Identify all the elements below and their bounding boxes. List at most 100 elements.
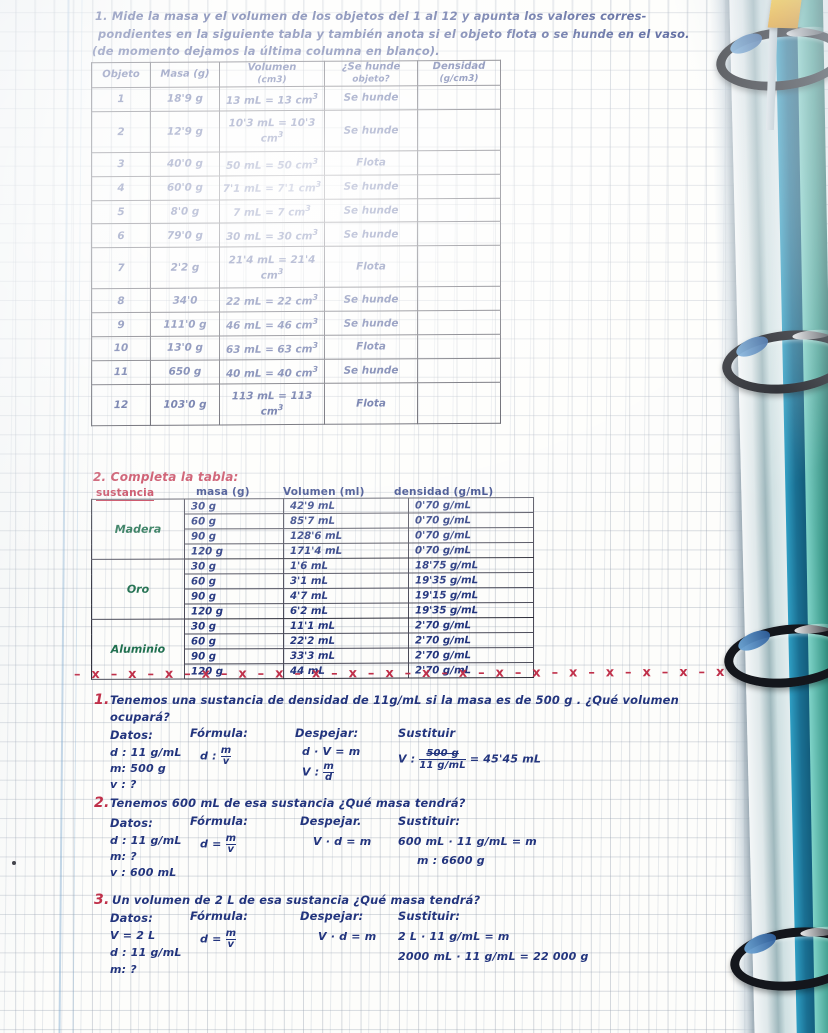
problem-3-formula-d: d = <box>200 932 222 946</box>
problem-1-formula-d: d : <box>200 749 217 763</box>
cell-densidad-2[interactable]: 2'70 g/mL <box>408 632 534 649</box>
cell-volumen: 46 mL = 46 cm3 <box>219 311 325 337</box>
cell-masa-2[interactable]: 30 g <box>184 498 284 515</box>
cell-densidad[interactable] <box>417 109 501 151</box>
cell-masa: 650 g <box>150 359 220 385</box>
cell-densidad[interactable] <box>417 358 501 383</box>
cell-densidad-2[interactable]: 0'70 g/mL <box>408 512 534 529</box>
column-header-volumen-line2: (cm3) <box>257 75 287 86</box>
cell-volumen-2[interactable]: 6'2 mL <box>283 603 409 619</box>
cell-masa-2[interactable]: 120 g <box>184 543 284 560</box>
column-header-densidad-line1: Densidad <box>432 60 486 73</box>
table-row: 1 18'9 g 13 mL = 13 cm3 Se hunde <box>91 85 501 112</box>
cell-densidad-2[interactable]: 19'35 g/mL <box>408 602 534 619</box>
bookmark-tab <box>767 0 803 29</box>
cell-densidad-2[interactable]: 19'15 g/mL <box>408 587 534 604</box>
cell-masa: 13'0 g <box>150 336 220 361</box>
cell-objeto: 9 <box>91 312 151 337</box>
cell-volumen-2[interactable]: 42'9 mL <box>283 498 409 514</box>
cell-densidad[interactable] <box>417 286 501 311</box>
column-header-volumen: Volumen (cm3) <box>219 61 325 87</box>
cell-densidad[interactable] <box>417 381 501 424</box>
cell-volumen: 30 mL = 30 cm3 <box>219 222 325 248</box>
cell-masa-2[interactable]: 30 g <box>184 558 284 575</box>
problem-2-sustituir-label: Sustituir: <box>398 814 461 828</box>
problem-2-statement-line-1: Tenemos 600 mL de esa sustancia ¿Qué mas… <box>110 796 466 810</box>
problem-2-number: 2. <box>94 795 110 811</box>
problem-3-statement-line-1: Un volumen de 2 L de esa sustancia ¿Qué … <box>112 893 481 907</box>
cell-densidad[interactable] <box>417 85 501 110</box>
cell-volumen-2[interactable]: 171'4 mL <box>283 543 409 559</box>
problem-1-sustituir-denominator: 11 g/mL <box>419 759 466 771</box>
cell-masa-2[interactable]: 90 g <box>184 648 284 665</box>
cell-densidad[interactable] <box>417 174 501 199</box>
cell-densidad-2[interactable]: 0'70 g/mL <box>408 497 534 514</box>
cell-masa-2[interactable]: 120 g <box>184 603 284 620</box>
cell-masa-2[interactable]: 60 g <box>184 633 284 650</box>
problem-3-sustituir-line-2: 2000 mL · 11 g/mL = 22 000 g <box>398 950 589 963</box>
cell-masa-2[interactable]: 60 g <box>184 573 284 590</box>
cell-sustancia: Oro <box>91 559 185 620</box>
cell-densidad-2[interactable]: 2'70 g/mL <box>408 617 534 634</box>
cell-densidad[interactable] <box>417 245 501 288</box>
cell-densidad-2[interactable]: 2'70 g/mL <box>408 647 534 664</box>
cell-masa: 103'0 g <box>150 383 220 426</box>
problem-3-number: 3. <box>94 892 110 908</box>
problem-1-despejar-line-1: d · V = m <box>302 745 361 758</box>
cell-volumen-2[interactable]: 22'2 mL <box>283 633 409 649</box>
cell-objeto: 3 <box>91 152 151 177</box>
table-row: 8 34'0 22 mL = 22 cm3 Se hunde <box>91 286 501 313</box>
cell-volumen-2[interactable]: 85'7 mL <box>283 513 409 529</box>
cell-objeto: 8 <box>91 288 151 313</box>
cell-masa: 111'0 g <box>150 312 220 337</box>
column-header-volumen-line1: Volumen <box>247 61 297 74</box>
cell-masa-2[interactable]: 90 g <box>184 588 284 605</box>
cell-densidad[interactable] <box>417 221 501 246</box>
cell-densidad-2[interactable]: 18'75 g/mL <box>408 557 534 574</box>
problem-2-formula-label: Fórmula: <box>190 814 249 828</box>
cell-densidad-2[interactable]: 0'70 g/mL <box>408 527 534 544</box>
column-header-masa: Masa (g) <box>150 61 220 88</box>
problem-1-datos-0: d : 11 g/mL <box>110 746 182 759</box>
cell-volumen: 10'3 mL = 10'3 cm3 <box>219 110 325 152</box>
column-header-densidad-2: densidad (g/mL) <box>394 486 494 498</box>
cell-densidad[interactable] <box>417 197 501 223</box>
problem-1-datos-1: m: 500 g <box>110 762 166 775</box>
problem-2-formula-d: d = <box>200 837 222 851</box>
cell-hunde: Se hunde <box>324 310 418 336</box>
cell-masa-2[interactable]: 30 g <box>184 618 284 635</box>
problem-3-datos-2: m: ? <box>110 963 137 976</box>
cell-masa: 79'0 g <box>150 223 220 248</box>
cell-volumen-2[interactable]: 1'6 mL <box>283 558 409 574</box>
table-row: 10 13'0 g 63 mL = 63 cm3 Flota <box>91 334 501 361</box>
decorative-separator: – x – x – x – x – x – x – x – x – x – x … <box>74 664 774 683</box>
problem-2-datos-0: d : 11 g/mL <box>110 834 182 847</box>
cell-masa-2[interactable]: 90 g <box>184 528 284 545</box>
cell-volumen-2[interactable]: 4'7 mL <box>283 588 409 604</box>
cell-hunde: Flota <box>324 382 418 425</box>
cell-densidad-2[interactable]: 19'35 g/mL <box>408 572 534 589</box>
cell-densidad[interactable] <box>417 150 501 175</box>
cell-densidad[interactable] <box>417 334 501 359</box>
cell-volumen: 40 mL = 40 cm3 <box>219 359 325 384</box>
cell-hunde: Se hunde <box>324 85 418 111</box>
cell-hunde: Se hunde <box>324 109 418 152</box>
problem-1-formula-denominator: v <box>220 756 232 767</box>
cell-densidad-2[interactable]: 0'70 g/mL <box>408 542 534 559</box>
cell-volumen-2[interactable]: 128'6 mL <box>283 528 409 544</box>
cell-volumen-2[interactable]: 11'1 mL <box>283 618 409 634</box>
problem-1-despejar-denominator: d <box>323 772 334 783</box>
cell-volumen-2[interactable]: 3'1 mL <box>283 573 409 589</box>
cell-masa: 40'0 g <box>150 151 220 177</box>
exercise-1-intro-line-3: (de momento dejamos la última columna en… <box>92 44 440 58</box>
problem-2-despejar-label: Despejar. <box>300 814 362 828</box>
cell-volumen: 7'1 mL = 7'1 cm3 <box>219 175 325 200</box>
problem-1-statement-line-2: ocupará? <box>110 710 171 724</box>
cell-masa-2[interactable]: 60 g <box>184 513 284 530</box>
cell-densidad[interactable] <box>417 310 501 335</box>
cell-volumen-2[interactable]: 33'3 mL <box>283 648 409 664</box>
problem-1-sustituir-v: V : <box>398 752 416 766</box>
